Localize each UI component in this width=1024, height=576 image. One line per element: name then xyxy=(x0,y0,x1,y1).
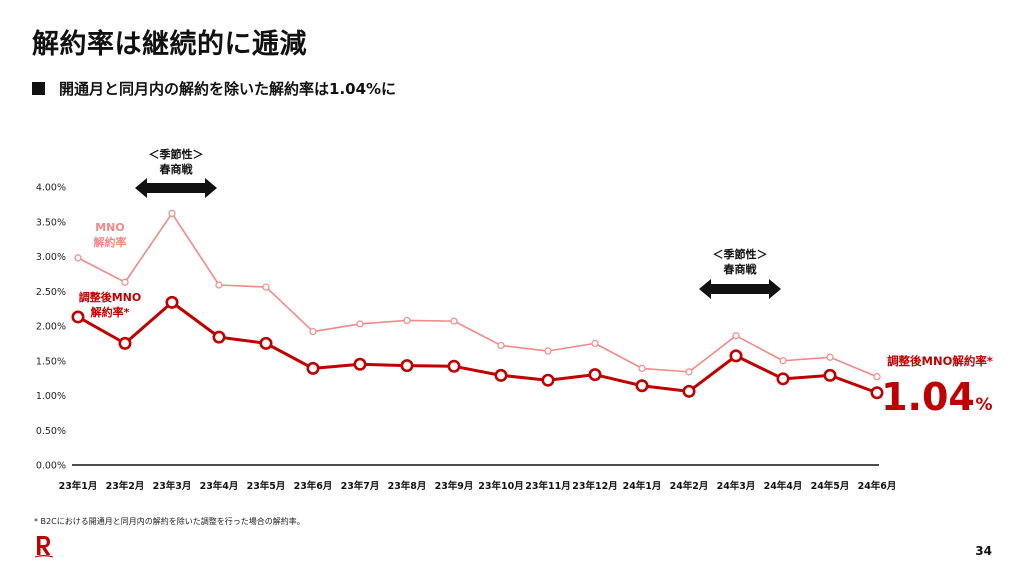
series-label: 調整後MNO xyxy=(79,290,142,304)
data-point xyxy=(402,360,412,370)
data-point xyxy=(684,386,694,396)
data-point xyxy=(214,332,224,342)
x-tick-label: 23年7月 xyxy=(341,480,380,492)
annotation-label: ＜季節性＞ xyxy=(149,147,204,161)
data-point xyxy=(122,279,128,285)
x-tick-label: 24年2月 xyxy=(670,480,709,492)
x-tick-label: 24年1月 xyxy=(623,480,662,492)
y-tick-label: 0.50% xyxy=(36,426,66,437)
series-label: MNO xyxy=(95,221,125,234)
data-point xyxy=(778,374,788,384)
series-label: 解約率* xyxy=(91,305,130,319)
x-tick-label: 23年1月 xyxy=(59,480,98,492)
footnote: * B2Cにおける開通月と同月内の解約を除いた調整を行った場合の解約率。 xyxy=(34,516,305,527)
data-point xyxy=(590,369,600,379)
x-tick-label: 23年12月 xyxy=(572,480,617,492)
data-point xyxy=(639,365,645,371)
data-point xyxy=(874,374,880,380)
data-point xyxy=(449,361,459,371)
data-point xyxy=(216,282,222,288)
y-tick-label: 2.50% xyxy=(36,287,66,298)
x-tick-label: 24年5月 xyxy=(811,480,850,492)
x-tick-label: 23年6月 xyxy=(294,480,333,492)
x-tick-label: 23年2月 xyxy=(106,480,145,492)
data-point xyxy=(733,333,739,339)
double-arrow-icon xyxy=(699,279,781,299)
x-tick-label: 23年10月 xyxy=(478,480,523,492)
data-point xyxy=(827,354,833,360)
data-point xyxy=(169,210,175,216)
page-number: 34 xyxy=(975,544,992,558)
x-tick-label: 24年3月 xyxy=(717,480,756,492)
data-point xyxy=(261,338,271,348)
double-arrow-icon xyxy=(135,178,217,198)
x-tick-label: 23年5月 xyxy=(247,480,286,492)
data-point xyxy=(308,363,318,373)
data-point xyxy=(263,284,269,290)
data-point xyxy=(355,359,365,369)
series-line xyxy=(78,213,877,376)
callout-unit: % xyxy=(975,395,992,415)
x-tick-label: 23年9月 xyxy=(435,480,474,492)
x-tick-label: 24年4月 xyxy=(764,480,803,492)
data-point xyxy=(120,338,130,348)
annotation-label: ＜季節性＞ xyxy=(713,247,768,261)
x-tick-label: 23年11月 xyxy=(525,480,570,492)
data-point xyxy=(310,329,316,335)
data-point xyxy=(451,318,457,324)
data-point xyxy=(498,342,504,348)
y-tick-label: 3.00% xyxy=(36,252,66,263)
series-label: 解約率 xyxy=(94,235,127,249)
data-point xyxy=(545,348,551,354)
x-tick-label: 23年3月 xyxy=(153,480,192,492)
data-point xyxy=(73,312,83,322)
data-point xyxy=(496,370,506,380)
rakuten-r-logo-icon xyxy=(34,534,54,562)
annotation-label: 春商戦 xyxy=(160,162,194,176)
callout-label: 調整後MNO解約率* xyxy=(887,354,993,368)
y-tick-label: 1.00% xyxy=(36,391,66,402)
data-point xyxy=(592,340,598,346)
y-tick-label: 1.50% xyxy=(36,356,66,367)
callout-value: 1.04 xyxy=(881,375,975,419)
annotation-label: 春商戦 xyxy=(724,262,758,276)
y-tick-label: 0.00% xyxy=(36,461,66,472)
data-point xyxy=(543,375,553,385)
x-tick-label: 24年6月 xyxy=(858,480,897,492)
x-tick-label: 23年4月 xyxy=(200,480,239,492)
data-point xyxy=(825,370,835,380)
x-tick-label: 23年8月 xyxy=(388,480,427,492)
data-point xyxy=(167,297,177,307)
y-tick-label: 3.50% xyxy=(36,217,66,228)
data-point xyxy=(731,351,741,361)
data-point xyxy=(637,381,647,391)
data-point xyxy=(75,255,81,261)
y-tick-label: 2.00% xyxy=(36,322,66,333)
data-point xyxy=(404,317,410,323)
data-point xyxy=(357,321,363,327)
data-point xyxy=(780,358,786,364)
data-point xyxy=(686,369,692,375)
y-tick-label: 4.00% xyxy=(36,183,66,194)
